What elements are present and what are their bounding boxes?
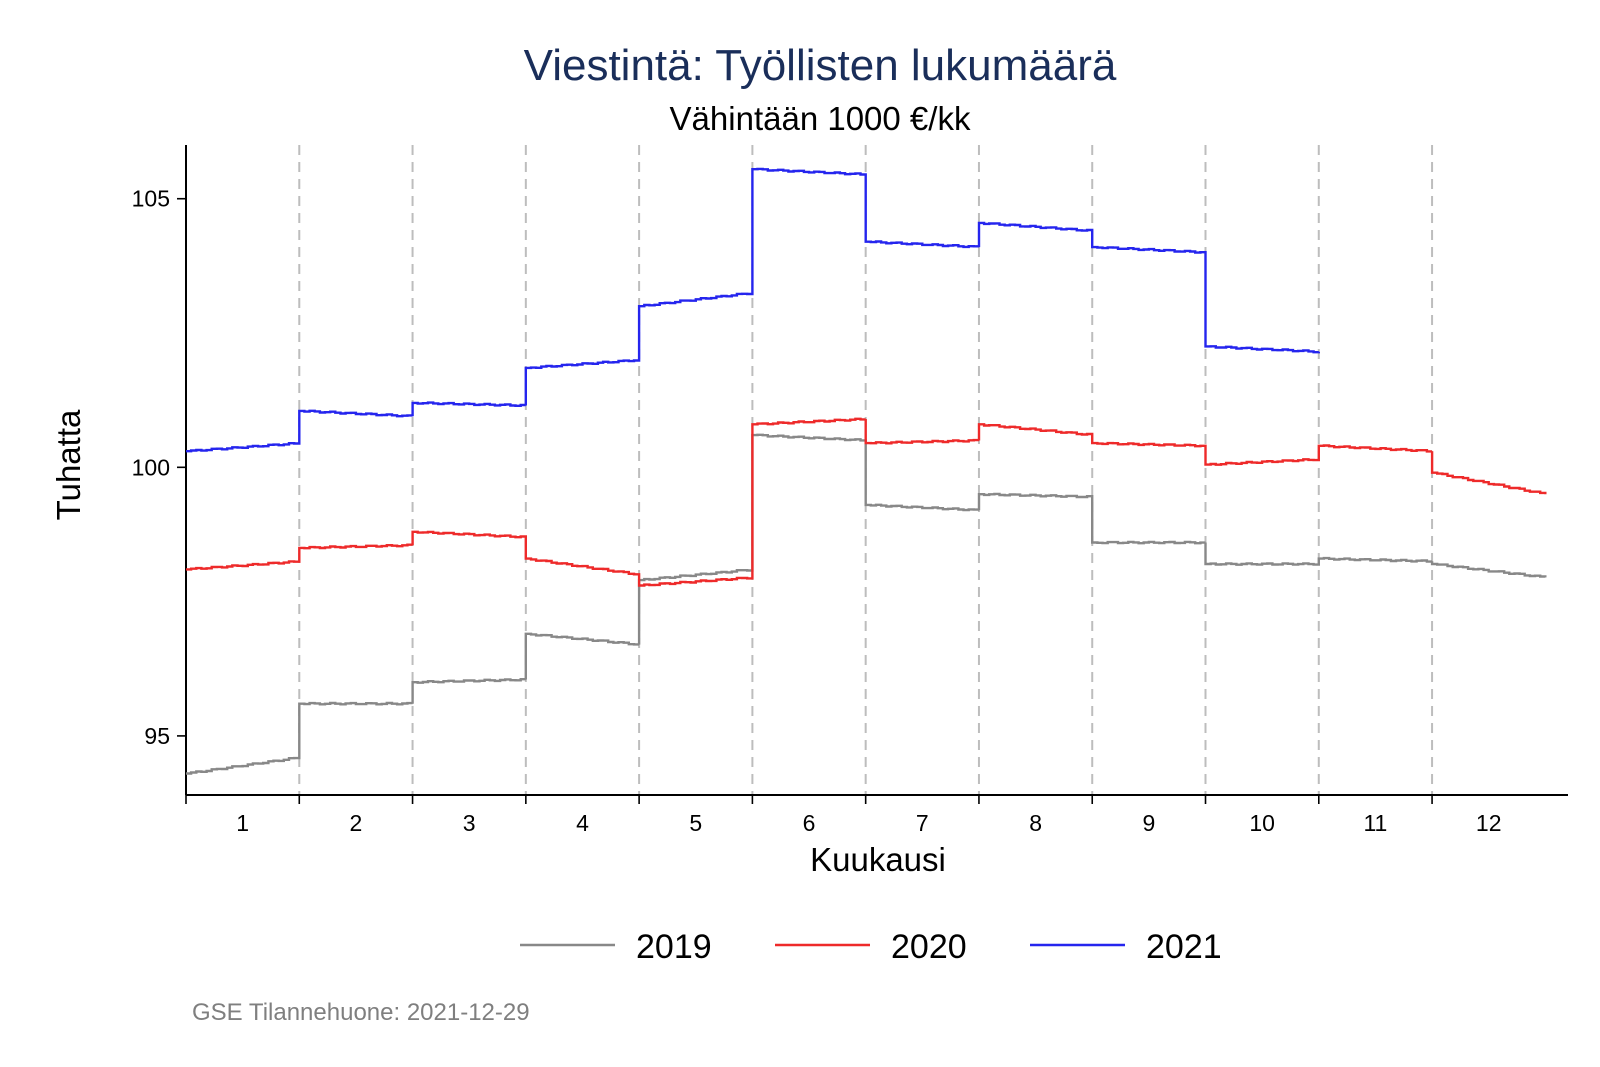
y-axis: 95 100 105	[132, 145, 187, 795]
legend-label: 2019	[636, 928, 712, 966]
y-tick-label: 105	[132, 186, 170, 212]
x-tick-label: 7	[916, 810, 929, 836]
x-axis-label: Kuukausi	[810, 841, 946, 878]
month-dividers	[185, 145, 1434, 795]
source-note: GSE Tilannehuone: 2021-12-29	[192, 999, 530, 1026]
chart-title: Viestintä: Työllisten lukumäärä	[524, 41, 1117, 90]
x-tick-label: 11	[1363, 810, 1387, 836]
x-tick-label: 6	[803, 810, 816, 836]
x-axis: 1 2 3 4 5 6 7 8 9 10 11 12	[185, 794, 1568, 836]
x-tick-label: 10	[1249, 810, 1275, 836]
x-tick-label: 9	[1142, 810, 1155, 836]
y-axis-label: Tuhatta	[50, 409, 87, 520]
series-line-2020	[186, 417, 1547, 587]
series-lines	[186, 167, 1547, 775]
y-tick-label: 100	[132, 454, 170, 480]
legend-label: 2021	[1146, 928, 1222, 966]
x-tick-label: 4	[576, 810, 589, 836]
y-tick-label: 95	[144, 723, 170, 749]
x-tick-label: 5	[689, 810, 702, 836]
legend-label: 2020	[891, 928, 967, 966]
series-line-2021	[186, 167, 1320, 453]
chart-subtitle: Vähintään 1000 €/kk	[670, 100, 971, 137]
x-tick-label: 1	[236, 810, 249, 836]
x-tick-label: 8	[1029, 810, 1042, 836]
x-tick-label: 12	[1476, 810, 1502, 836]
x-tick-label: 2	[350, 810, 363, 836]
legend: 2019 2020 2021	[520, 928, 1222, 966]
x-tick-label: 3	[463, 810, 476, 836]
